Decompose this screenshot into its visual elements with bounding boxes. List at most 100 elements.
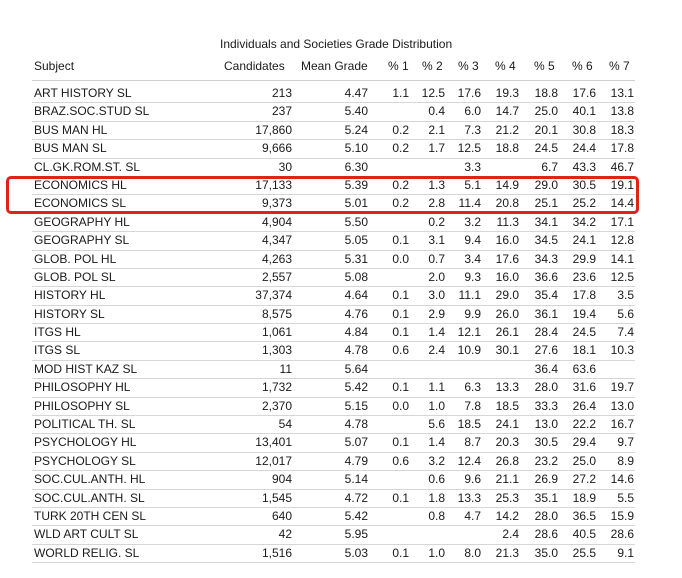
pct-2-cell: 12.5 [421,86,445,100]
pct-5-cell: 26.9 [534,472,558,487]
table-row: POLITICAL TH. SL 54 4.78 5.6 18.5 24.1 13.0 22.… [0,416,682,435]
row-divider [32,562,635,564]
row-divider [32,433,635,435]
pct-3-cell: 7.3 [464,122,481,137]
pct-5-cell: 35.4 [534,288,558,303]
mean-grade-cell: 4.64 [344,288,368,303]
candidates-cell: 1,061 [261,325,292,340]
mean-grade-cell: 5.24 [344,122,368,137]
table-row: SOC.CUL.ANTH. SL 1,545 4.72 0.1 1.8 13.3 25.3 3… [0,490,682,508]
candidates-cell: 42 [278,527,292,542]
pct-7-cell: 17.1 [610,214,634,229]
pct-5-cell: 28.4 [534,325,558,340]
mean-grade-cell: 4.84 [344,325,368,340]
table-row: ECONOMICS SL 9,373 5.01 0.2 2.8 11.4 20.8 25.1 2… [0,195,682,214]
pct-7-cell: 8.9 [617,453,634,468]
pct-1-cell: 0.1 [392,490,409,505]
pct-7-cell: 12.5 [610,269,634,284]
pct-6-cell: 24.5 [572,325,596,340]
pct-1-cell: 0.1 [392,435,409,450]
pct-3-cell: 12.5 [457,141,481,156]
subject-cell: ITGS SL [34,343,81,358]
pct-2-cell: 2.8 [428,196,445,211]
subject-cell: PHILOSOPHY SL [34,398,130,413]
row-divider [32,525,635,527]
pct-7-cell: 13.0 [610,398,634,413]
subject-cell: POLITICAL TH. SL [34,417,136,432]
pct-1-cell: 0.1 [392,306,409,321]
subject-cell: CL.GK.ROM.ST. SL [34,159,141,174]
table-row: PSYCHOLOGY SL 12,017 4.79 0.6 3.2 12.4 26.8 23.… [0,453,682,472]
row-divider [32,231,635,233]
row-divider [32,415,635,417]
pct-6-cell: 24.1 [572,233,596,248]
subject-cell: ART HISTORY SL [34,86,132,100]
table-row: HISTORY SL 8,575 4.76 0.1 2.9 9.9 26.0 36.1 19.4… [0,306,682,325]
pct-7-cell: 19.1 [610,177,634,192]
candidates-cell: 237 [271,104,292,119]
pct-2-cell: 3.0 [428,288,445,303]
table-row: BUS MAN SL 9,666 5.10 0.2 1.7 12.5 18.8 24.5 24.… [0,140,682,159]
row-divider [32,378,635,380]
pct-6-cell: 25.0 [572,453,596,468]
row-divider [32,249,635,251]
pct-7-cell: 28.6 [610,527,634,542]
header-pct-5: % 5 [534,59,555,73]
mean-grade-cell: 5.10 [344,141,368,156]
pct-2-cell: 0.6 [428,472,445,487]
header-divider [32,80,635,81]
pct-4-cell: 18.5 [495,398,519,413]
row-divider [32,139,635,141]
pct-2-cell: 1.4 [428,435,445,450]
pct-6-cell: 17.8 [572,288,596,303]
row-divider [32,470,635,472]
pct-5-cell: 25.1 [534,196,558,211]
mean-grade-cell: 5.14 [344,472,368,487]
pct-4-cell: 14.7 [495,104,519,119]
pct-5-cell: 27.6 [534,343,558,358]
pct-6-cell: 30.8 [572,122,596,137]
subject-cell: GLOB. POL HL [34,251,117,266]
pct-6-cell: 18.1 [572,343,596,358]
pct-2-cell: 2.1 [428,122,445,137]
mean-grade-cell: 5.95 [344,527,368,542]
pct-7-cell: 14.1 [610,251,634,266]
table-title: Individuals and Societies Grade Distribu… [220,37,453,51]
table-row: ITGS HL 1,061 4.84 0.1 1.4 12.1 26.1 28.4 24.5 7.… [0,324,682,343]
pct-4-cell: 29.0 [495,288,519,303]
pct-7-cell: 13.8 [610,104,634,119]
subject-cell: SOC.CUL.ANTH. SL [34,490,145,505]
pct-1-cell: 0.2 [392,196,409,211]
pct-3-cell: 11.1 [458,288,481,303]
pct-6-cell: 24.4 [572,141,596,156]
subject-cell: ECONOMICS HL [34,177,127,192]
row-divider [32,157,635,159]
pct-6-cell: 36.5 [572,508,596,523]
pct-6-cell: 40.5 [572,527,596,542]
candidates-cell: 9,666 [261,141,292,156]
mean-grade-cell: 5.42 [344,380,368,395]
pct-1-cell: 0.6 [392,453,409,468]
mean-grade-cell: 5.05 [344,233,368,248]
table-row: PHILOSOPHY HL 1,732 5.42 0.1 1.1 6.3 13.3 28.0 3… [0,379,682,398]
table-body: ART HISTORY SL 213 4.47 1.1 12.5 17.6 19.3 18.8… [0,85,682,564]
mean-grade-cell: 4.79 [344,453,368,468]
pct-7-cell: 5.6 [617,306,634,321]
row-divider [32,323,635,325]
pct-2-cell: 0.4 [428,104,445,119]
subject-cell: GLOB. POL SL [34,269,116,284]
pct-5-cell: 35.1 [534,490,558,505]
pct-3-cell: 4.7 [464,508,481,523]
pct-7-cell: 16.7 [610,417,634,432]
pct-7-cell: 10.3 [610,343,634,358]
table-row: ITGS SL 1,303 4.78 0.6 2.4 10.9 30.1 27.6 18.1 10… [0,342,682,361]
pct-1-cell: 0.1 [392,288,409,303]
pct-3-cell: 9.9 [464,306,481,321]
pct-1-cell: 0.0 [392,398,409,413]
mean-grade-cell: 4.78 [344,343,368,358]
header-pct-3: % 3 [458,59,479,73]
table-row: PSYCHOLOGY HL 13,401 5.07 0.1 1.4 8.7 20.3 30.5… [0,434,682,453]
header-pct-4: % 4 [495,59,516,73]
pct-4-cell: 19.3 [495,86,519,100]
